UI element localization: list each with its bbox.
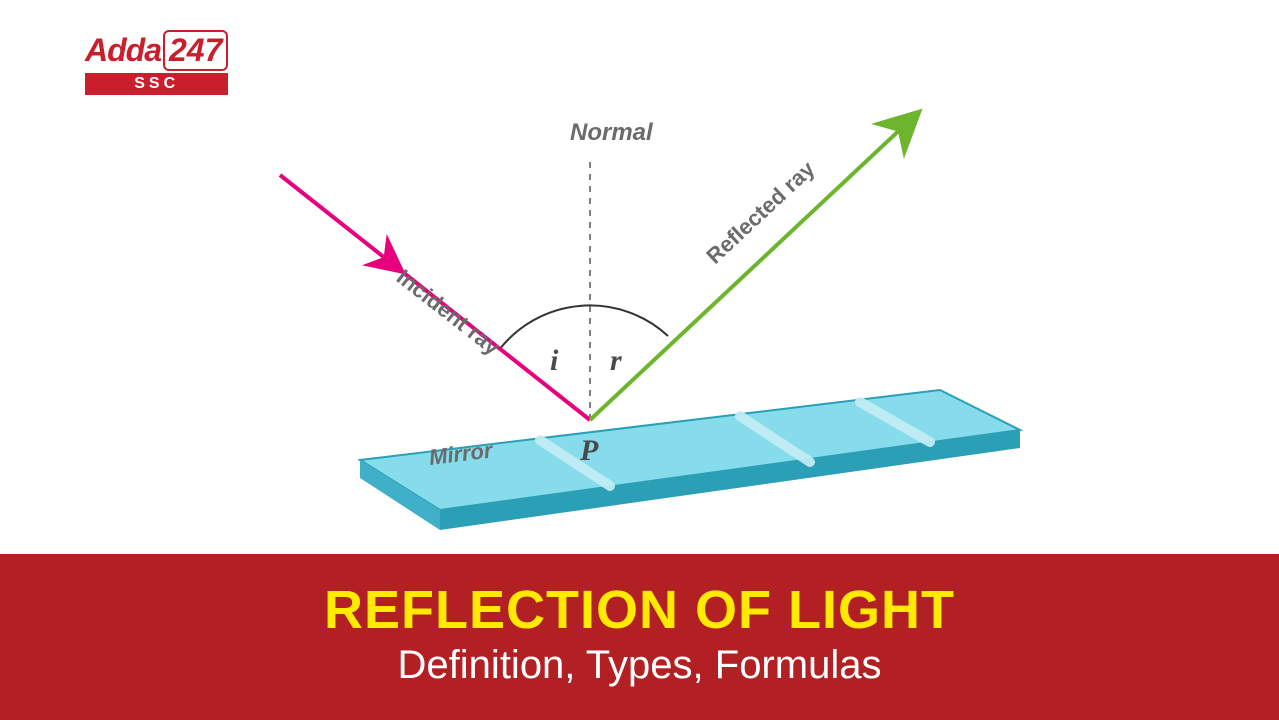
- logo-number-badge: 247: [163, 30, 228, 71]
- main-subtitle: Definition, Types, Formulas: [0, 643, 1279, 688]
- angle-r-label: r: [610, 344, 622, 377]
- logo-sub-badge: SSC: [85, 73, 228, 95]
- logo-top-row: Adda 247: [85, 30, 228, 71]
- main-title: REFLECTION OF LIGHT: [0, 582, 1279, 639]
- point-p-label: P: [579, 434, 599, 467]
- brand-logo: Adda 247 SSC: [85, 30, 228, 95]
- angle-i-label: i: [550, 344, 559, 377]
- reflection-diagram: Normal Incident ray Reflected ray Mirror…: [240, 70, 1040, 540]
- logo-brand-text: Adda: [85, 32, 161, 69]
- normal-label: Normal: [570, 119, 654, 146]
- angle-arc: [499, 305, 668, 350]
- incident-label: Incident ray: [392, 264, 505, 360]
- reflected-ray: [590, 125, 905, 420]
- title-banner: REFLECTION OF LIGHT Definition, Types, F…: [0, 554, 1279, 720]
- reflected-label: Reflected ray: [701, 156, 820, 269]
